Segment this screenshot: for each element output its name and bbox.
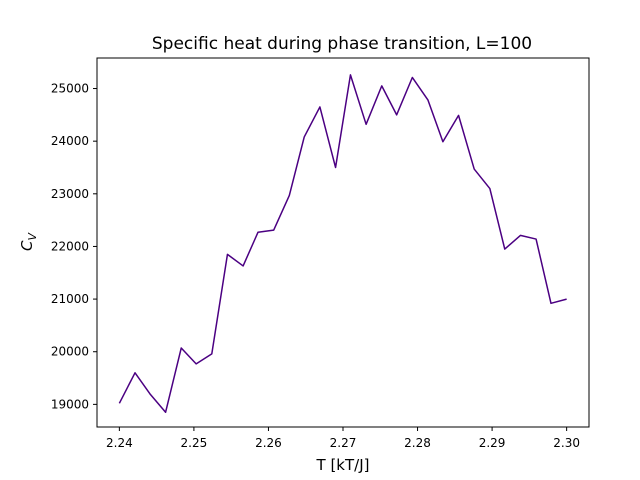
- x-tick-label: 2.25: [181, 436, 208, 450]
- y-axis-label: CV: [18, 232, 39, 251]
- x-tick-label: 2.28: [404, 436, 431, 450]
- x-axis-label: T [kT/J]: [316, 456, 370, 474]
- y-tick-label: 24000: [51, 134, 89, 148]
- y-tick-label: 23000: [51, 187, 89, 201]
- y-tick-label: 22000: [51, 239, 89, 253]
- plot-frame: [96, 57, 590, 428]
- y-tick-label: 20000: [51, 345, 89, 359]
- x-tick-label: 2.26: [255, 436, 282, 450]
- y-tick-label: 19000: [51, 397, 89, 411]
- chart-title: Specific heat during phase transition, L…: [152, 34, 532, 54]
- y-axis-label-base: C: [18, 240, 36, 251]
- y-tick-label: 25000: [51, 82, 89, 96]
- x-tick-label: 2.24: [106, 436, 133, 450]
- axis-ticks: 2.24 2.25 2.26 2.27 2.28 2.29 2.30 19000 20000 21…: [51, 82, 580, 450]
- x-tick-label: 2.27: [330, 436, 357, 450]
- x-tick-label: 2.29: [479, 436, 506, 450]
- x-tick-label: 2.30: [553, 436, 580, 450]
- series-line-0: [118, 74, 567, 414]
- plot-area: [118, 74, 567, 414]
- y-axis-label-subscript: V: [26, 232, 39, 241]
- y-tick-label: 21000: [51, 292, 89, 306]
